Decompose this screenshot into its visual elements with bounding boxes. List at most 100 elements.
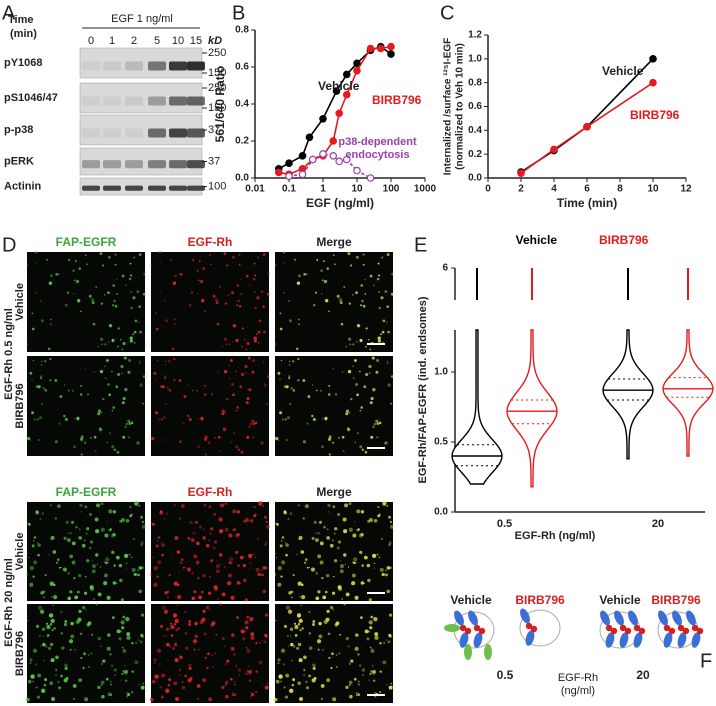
puncta [243,578,247,583]
puncta [70,634,75,639]
receptor [468,610,478,626]
puncta [164,375,167,378]
puncta [275,679,280,684]
puncta [214,298,219,302]
puncta [72,445,76,449]
puncta [277,565,282,571]
puncta [373,519,378,523]
puncta [116,450,120,454]
receptor [628,610,638,626]
puncta [140,541,144,545]
puncta [79,503,83,508]
puncta [292,574,295,577]
puncta [111,338,115,342]
puncta [161,553,164,557]
puncta [359,409,362,412]
puncta [81,543,86,548]
puncta [199,279,204,284]
puncta [261,573,264,577]
puncta [354,441,357,444]
puncta [109,683,113,686]
puncta [287,645,290,647]
puncta [356,694,358,697]
puncta [28,556,30,559]
puncta [187,622,192,627]
puncta [338,652,341,655]
puncta [49,274,53,278]
puncta [121,348,124,351]
puncta [160,542,163,544]
puncta [125,422,129,426]
puncta [124,665,126,667]
puncta [246,615,250,619]
puncta [299,628,302,632]
puncta [97,345,100,348]
puncta [246,670,249,673]
puncta [197,292,199,295]
puncta [390,292,394,296]
puncta [172,553,174,556]
blot-band [187,128,205,138]
puncta [262,505,265,507]
puncta [321,576,324,580]
puncta [224,411,227,414]
puncta [199,282,201,285]
puncta [247,627,249,630]
puncta [78,609,82,613]
puncta [201,299,205,303]
puncta [119,578,123,583]
puncta [157,560,162,565]
puncta [249,616,254,622]
puncta [50,618,55,624]
puncta [238,674,240,676]
puncta [299,595,301,598]
puncta [67,596,72,601]
puncta [296,553,298,556]
puncta [348,502,352,506]
puncta [176,550,181,554]
puncta [86,559,90,563]
puncta [130,556,133,559]
puncta [382,501,387,506]
puncta [141,524,146,529]
legend-label: Vehicle [516,233,558,247]
puncta [174,323,176,326]
puncta [254,290,256,293]
puncta [318,621,322,626]
puncta [128,358,132,362]
puncta [55,669,58,672]
puncta [362,263,365,266]
puncta [285,605,290,610]
puncta [264,566,268,570]
puncta [347,427,349,429]
puncta [78,678,83,683]
puncta [297,504,300,507]
puncta [262,360,265,363]
puncta [112,304,115,307]
puncta [130,290,132,293]
puncta [108,324,113,328]
puncta [328,656,331,659]
puncta [87,621,92,626]
puncta [104,343,107,346]
puncta [381,256,384,259]
micrograph [275,604,393,703]
puncta [93,598,95,600]
puncta [320,684,325,688]
puncta [347,566,350,568]
puncta [83,652,86,656]
puncta [44,678,48,682]
puncta [386,253,390,256]
puncta [142,682,145,685]
puncta [31,378,33,380]
puncta [192,258,195,261]
ligand [638,627,646,635]
puncta [181,273,184,276]
puncta [46,258,49,261]
violin [506,329,558,488]
puncta [304,558,308,561]
puncta [180,504,185,509]
puncta [253,336,257,340]
puncta [203,503,207,508]
data-point [332,87,341,95]
